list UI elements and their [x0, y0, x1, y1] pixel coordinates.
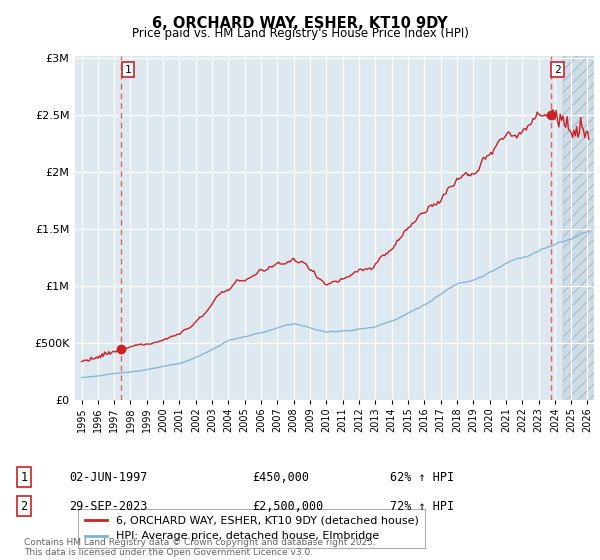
Text: 62% ↑ HPI: 62% ↑ HPI: [390, 470, 454, 484]
Text: 1: 1: [124, 64, 131, 74]
Bar: [563, 56, 600, 400]
Text: 6, ORCHARD WAY, ESHER, KT10 9DY: 6, ORCHARD WAY, ESHER, KT10 9DY: [152, 16, 448, 31]
Text: £450,000: £450,000: [252, 470, 309, 484]
Text: 29-SEP-2023: 29-SEP-2023: [69, 500, 148, 513]
Bar: [563, 56, 600, 400]
Text: 72% ↑ HPI: 72% ↑ HPI: [390, 500, 454, 513]
Text: £2,500,000: £2,500,000: [252, 500, 323, 513]
Text: 1: 1: [20, 470, 28, 484]
Legend: 6, ORCHARD WAY, ESHER, KT10 9DY (detached house), HPI: Average price, detached h: 6, ORCHARD WAY, ESHER, KT10 9DY (detache…: [78, 509, 425, 548]
Text: Price paid vs. HM Land Registry's House Price Index (HPI): Price paid vs. HM Land Registry's House …: [131, 27, 469, 40]
Text: 2: 2: [20, 500, 28, 513]
Text: Contains HM Land Registry data © Crown copyright and database right 2025.
This d: Contains HM Land Registry data © Crown c…: [24, 538, 376, 557]
Text: 2: 2: [554, 64, 561, 74]
Text: 02-JUN-1997: 02-JUN-1997: [69, 470, 148, 484]
